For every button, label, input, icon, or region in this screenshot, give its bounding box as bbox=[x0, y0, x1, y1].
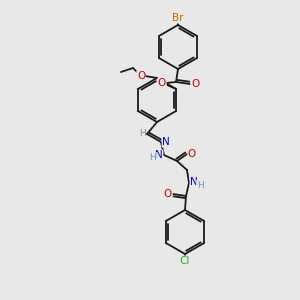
Text: N: N bbox=[190, 177, 198, 187]
Text: O: O bbox=[188, 149, 196, 159]
Text: N: N bbox=[162, 137, 170, 147]
Text: O: O bbox=[164, 189, 172, 199]
Text: O: O bbox=[158, 78, 166, 88]
Text: N: N bbox=[155, 150, 163, 160]
Text: H: H bbox=[139, 128, 145, 137]
Text: H: H bbox=[150, 152, 156, 161]
Text: Cl: Cl bbox=[180, 256, 190, 266]
Text: H: H bbox=[196, 181, 203, 190]
Text: Br: Br bbox=[172, 13, 184, 23]
Text: O: O bbox=[191, 79, 199, 89]
Text: O: O bbox=[137, 71, 145, 81]
